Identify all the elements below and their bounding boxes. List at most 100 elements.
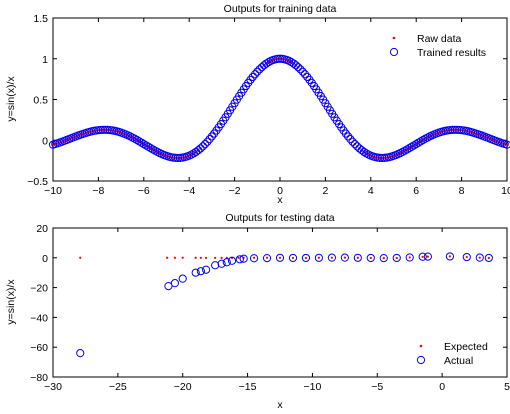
training-trained-results-point xyxy=(141,141,151,150)
training-subplot: Outputs for training data −10 −8 −6 −4 −2 0 2 4… xyxy=(5,3,510,206)
training-trained-results-point xyxy=(130,134,139,143)
testing-title: Outputs for testing data xyxy=(225,212,334,224)
testing-actual-point xyxy=(445,252,455,261)
training-raw-data-point xyxy=(67,138,70,141)
training-raw-data-point xyxy=(65,138,68,142)
testing-actual-point xyxy=(191,268,200,277)
training-raw-data-point xyxy=(490,138,493,141)
testing-expected-point xyxy=(478,256,481,259)
testing-actual-point xyxy=(353,253,362,262)
testing-plot-area xyxy=(52,227,508,378)
training-trained-results-point xyxy=(146,144,155,153)
training-trained-results-point xyxy=(294,63,303,72)
testing-x-tick-label: −5 xyxy=(371,381,383,393)
training-trained-results-point xyxy=(248,72,257,82)
training-trained-results-point xyxy=(359,147,369,157)
training-trained-results-point xyxy=(346,135,355,144)
testing-actual-point xyxy=(227,256,237,265)
training-trained-results-point xyxy=(348,137,357,146)
testing-expected-point xyxy=(382,257,385,260)
training-trained-results-point xyxy=(255,65,264,74)
testing-y-tick-label: 0 xyxy=(42,253,48,265)
training-trained-results-point xyxy=(137,138,146,147)
training-trained-results-point xyxy=(262,59,271,68)
training-trained-results-point xyxy=(502,140,510,149)
legend-trained-results: Trained results xyxy=(417,47,486,59)
testing-expected-point xyxy=(204,256,208,259)
testing-expected-point xyxy=(237,256,240,259)
testing-expected-point xyxy=(356,256,359,259)
testing-expected-point xyxy=(395,256,398,260)
training-legend: Raw data Trained results xyxy=(389,33,486,59)
testing-expected-point xyxy=(291,256,295,260)
training-x-tick-label: 6 xyxy=(413,185,419,197)
training-raw-data-point xyxy=(480,134,484,137)
training-x-label: x xyxy=(277,194,283,206)
training-raw-data-point xyxy=(478,133,481,136)
testing-expected-point xyxy=(426,255,429,258)
testing-y-tick-label: −80 xyxy=(30,372,48,384)
training-trained-results-point xyxy=(303,72,312,82)
testing-expected-point xyxy=(166,256,169,259)
testing-marks xyxy=(76,252,493,358)
training-title: Outputs for training data xyxy=(224,3,337,15)
testing-x-tick-label: 5 xyxy=(504,381,510,393)
testing-expected-point xyxy=(448,255,452,258)
testing-expected-point xyxy=(278,256,282,259)
training-raw-data-point xyxy=(492,138,495,142)
training-raw-data-point xyxy=(63,139,66,142)
training-trained-results-point xyxy=(196,144,205,153)
training-trained-results-point xyxy=(246,75,255,84)
testing-expected-point xyxy=(465,255,468,259)
testing-expected-point xyxy=(369,256,372,260)
training-trained-results-point xyxy=(341,129,350,138)
training-raw-data-point xyxy=(496,140,500,143)
training-raw-data-point xyxy=(433,133,436,136)
training-x-tick-label: 4 xyxy=(368,185,374,197)
training-y-tick-label: 0 xyxy=(42,135,48,147)
training-trained-results-point xyxy=(350,140,360,149)
testing-actual-point xyxy=(288,253,298,263)
training-x-tick-label: 2 xyxy=(322,185,328,197)
testing-expected-point xyxy=(265,256,269,259)
legend-raw-data-marker xyxy=(392,36,396,40)
training-x-tick-label: 8 xyxy=(459,185,465,197)
testing-actual-point xyxy=(76,349,85,358)
testing-legend: Expected Actual xyxy=(416,341,488,367)
testing-x-tick-label: −20 xyxy=(174,381,192,393)
testing-actual-point xyxy=(222,258,231,267)
testing-actual-point xyxy=(235,255,244,264)
testing-expected-point xyxy=(194,256,197,259)
training-x-tick-label: 0 xyxy=(277,185,283,197)
training-trained-results-point xyxy=(344,132,353,141)
training-trained-results-point xyxy=(250,70,260,79)
testing-actual-point xyxy=(462,252,471,262)
training-x-tick-label: −8 xyxy=(92,185,104,197)
training-trained-results-point xyxy=(253,67,262,76)
training-raw-data-point xyxy=(76,134,80,137)
training-y-ticks: −0.5 0 0.5 1 1.5 xyxy=(27,13,507,188)
training-trained-results-point xyxy=(414,138,423,147)
testing-actual-point xyxy=(301,253,311,263)
training-trained-results-point xyxy=(407,142,416,151)
training-trained-results-point xyxy=(139,139,148,149)
testing-expected-point xyxy=(199,256,202,259)
testing-expected-point xyxy=(252,256,256,259)
training-trained-results-point xyxy=(416,137,425,146)
training-trained-results-point xyxy=(418,135,428,145)
testing-actual-point xyxy=(327,253,336,262)
training-trained-results-point xyxy=(409,141,419,150)
training-x-tick-label: −10 xyxy=(44,185,62,197)
training-trained-results-point xyxy=(291,61,300,70)
training-x-tick-label: −2 xyxy=(229,185,241,197)
testing-actual-point xyxy=(262,253,272,263)
testing-y-ticks: −80 −60 −40 −20 0 20 xyxy=(30,223,507,384)
training-raw-data-point xyxy=(163,153,166,157)
testing-expected-point xyxy=(220,256,223,259)
training-trained-results-point xyxy=(412,139,421,149)
testing-actual-point xyxy=(201,265,211,274)
testing-actual-point xyxy=(164,282,173,291)
training-raw-data-point xyxy=(72,136,75,139)
testing-x-tick-label: 0 xyxy=(439,381,445,393)
